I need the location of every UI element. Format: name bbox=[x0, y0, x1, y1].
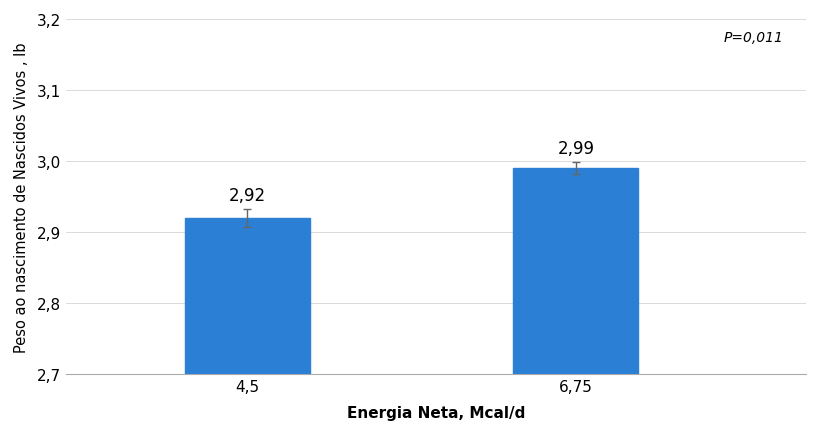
Bar bbox=[513, 169, 638, 374]
Y-axis label: Peso ao nascimento de Nascidos Vivos , lb: Peso ao nascimento de Nascidos Vivos , l… bbox=[14, 42, 29, 352]
Text: 2,92: 2,92 bbox=[229, 186, 265, 204]
Text: 2,99: 2,99 bbox=[557, 140, 594, 158]
Text: P=0,011: P=0,011 bbox=[723, 30, 783, 44]
Bar bbox=[184, 218, 310, 374]
X-axis label: Energia Neta, Mcal/d: Energia Neta, Mcal/d bbox=[346, 405, 525, 420]
